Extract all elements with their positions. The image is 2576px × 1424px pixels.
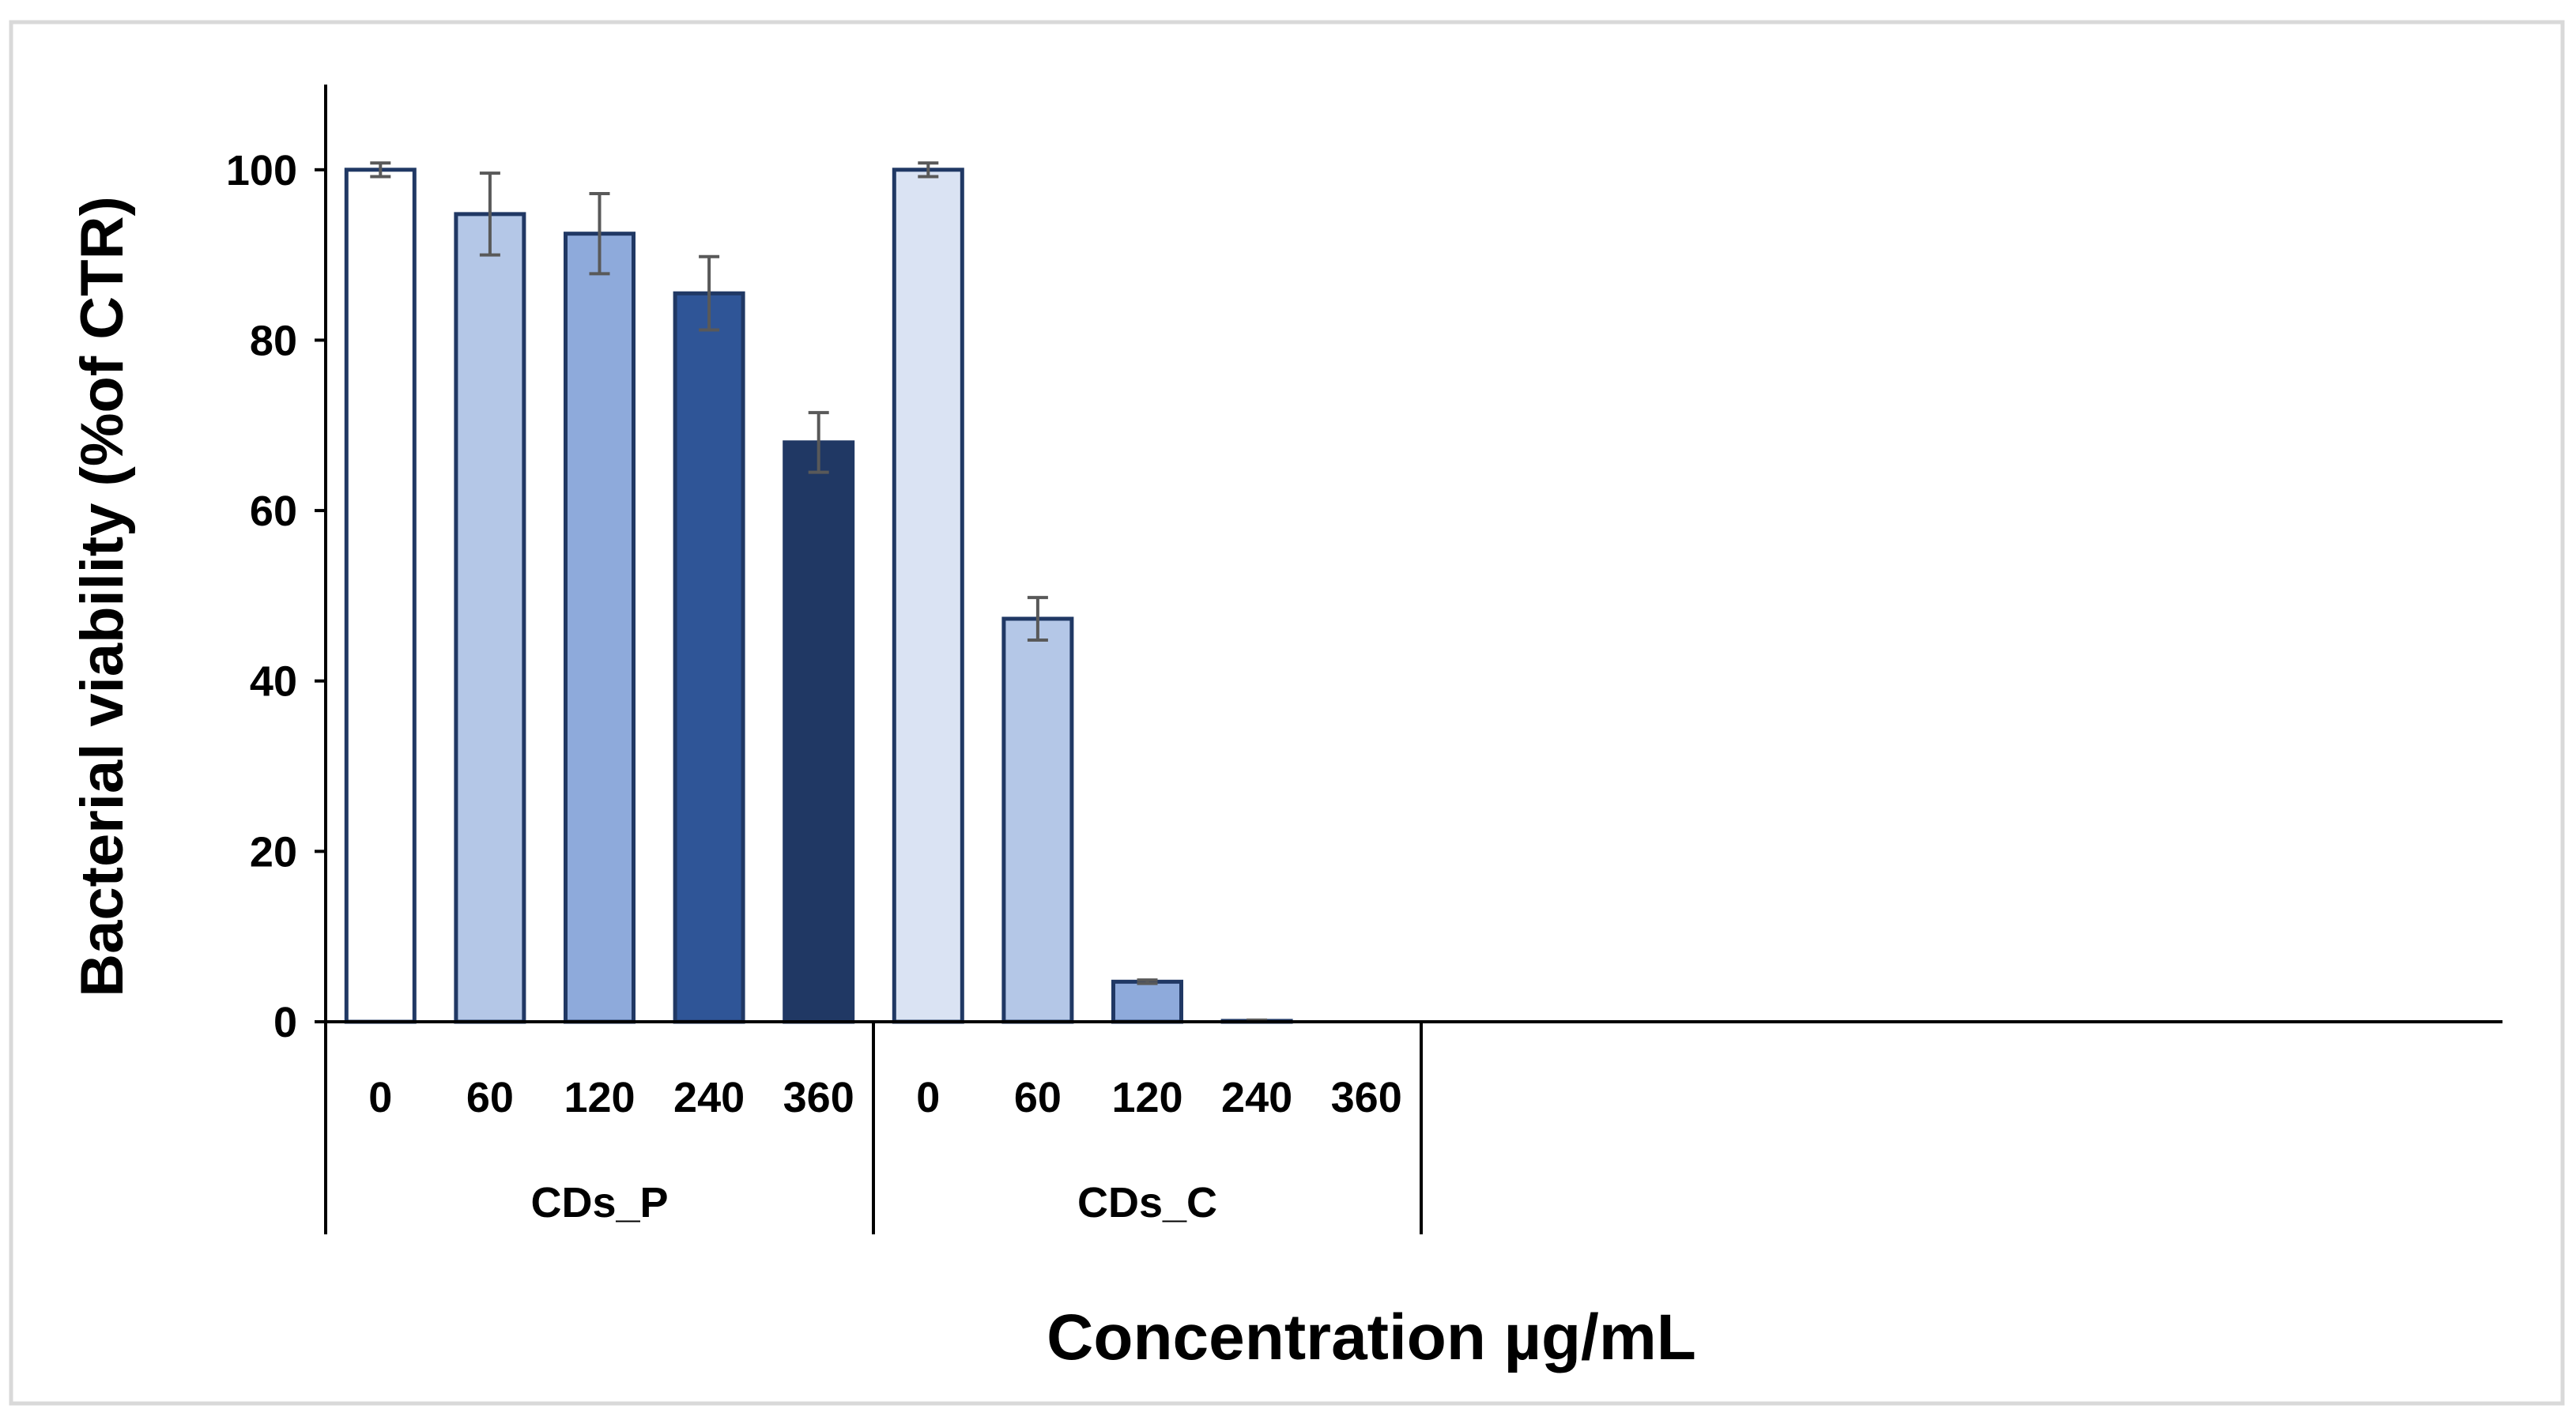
x-tick-label: 360 xyxy=(783,1074,854,1121)
bar-cds-c-60 xyxy=(1001,616,1074,1024)
x-tick-label: 120 xyxy=(1111,1074,1182,1121)
bar-cds-p-360 xyxy=(783,440,855,1024)
x-tick-label: 240 xyxy=(1221,1074,1292,1121)
x-axis-title: Concentration µg/mL xyxy=(1047,1302,1696,1373)
error-bar xyxy=(1027,596,1048,642)
x-tick-label: 0 xyxy=(916,1074,940,1121)
y-axis-title: Bacterial viability (%of CTR) xyxy=(69,196,136,997)
bar-cds-p-60 xyxy=(454,212,526,1024)
y-tick-label: 20 xyxy=(250,828,297,876)
y-tick-label: 0 xyxy=(273,999,297,1046)
bar-cds-c-120 xyxy=(1111,979,1183,1024)
x-tick-label: 240 xyxy=(673,1074,745,1121)
x-tick-label: 60 xyxy=(466,1074,514,1121)
y-tick-label: 60 xyxy=(250,488,297,535)
x-tick-label: 120 xyxy=(564,1074,635,1121)
bar-cds-p-120 xyxy=(564,232,636,1024)
error-bar xyxy=(589,192,610,276)
group-label: CDs_P xyxy=(530,1179,668,1226)
chart-frame xyxy=(9,20,2565,1406)
error-bar xyxy=(1137,978,1158,985)
x-tick-label: 60 xyxy=(1014,1074,1062,1121)
x-tick-label: 360 xyxy=(1331,1074,1402,1121)
error-bar xyxy=(370,161,391,179)
error-bar xyxy=(479,171,500,257)
bar-cds-p-0 xyxy=(344,168,417,1024)
bar-cds-p-240 xyxy=(673,291,745,1024)
error-bar xyxy=(918,161,939,179)
error-bar xyxy=(699,254,720,332)
y-tick-label: 40 xyxy=(250,658,297,706)
y-tick-label: 100 xyxy=(226,147,297,194)
x-tick-label: 0 xyxy=(368,1074,392,1121)
y-tick-label: 80 xyxy=(250,317,297,364)
bar-cds-c-0 xyxy=(892,168,964,1024)
error-bar xyxy=(808,411,829,474)
group-label: CDs_C xyxy=(1077,1179,1217,1226)
